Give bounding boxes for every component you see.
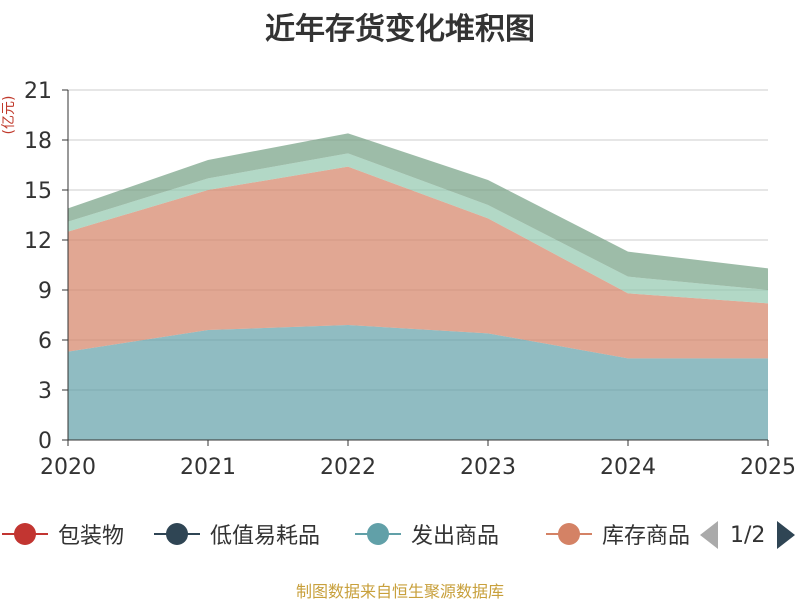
legend-pager: 1/2 — [700, 518, 796, 552]
legend-item[interactable]: 低值易耗品 — [154, 514, 320, 554]
legend-page-indicator: 1/2 — [730, 522, 766, 548]
legend: 包装物 低值易耗品 发出商品 库存商品 — [0, 514, 800, 554]
legend-marker-icon — [355, 520, 401, 548]
y-tick-label: 6 — [38, 329, 52, 354]
area-series-3 — [68, 166, 768, 359]
y-tick-label: 18 — [24, 129, 52, 154]
legend-prev-arrow-icon[interactable] — [700, 521, 718, 549]
legend-label: 低值易耗品 — [210, 524, 321, 549]
y-tick-label: 12 — [24, 229, 52, 254]
legend-item[interactable]: 包装物 — [2, 514, 124, 554]
y-tick-label: 9 — [38, 279, 52, 304]
x-tick-label: 2024 — [600, 455, 656, 480]
legend-label: 包装物 — [58, 524, 125, 549]
y-tick-label: 21 — [24, 79, 52, 104]
legend-label: 发出商品 — [411, 524, 500, 549]
chart-title: 近年存货变化堆积图 — [265, 12, 535, 47]
legend-marker-icon — [154, 520, 200, 548]
y-tick-label: 0 — [38, 429, 52, 454]
y-tick-label: 15 — [24, 179, 52, 204]
area-series-5 — [68, 133, 768, 290]
x-tick-label: 2021 — [180, 455, 236, 480]
legend-label: 库存商品 — [602, 524, 691, 549]
legend-next-arrow-icon[interactable] — [777, 521, 796, 549]
axes: 0 3 6 9 12 15 18 21 2020 2021 2022 2023 2024 2025 — [24, 79, 796, 480]
x-tick-label: 2023 — [460, 455, 516, 480]
legend-marker-icon — [2, 520, 48, 548]
area-series-2 — [68, 325, 768, 440]
area-series — [68, 133, 768, 440]
x-tick-label: 2022 — [320, 455, 376, 480]
x-tick-label: 2020 — [40, 455, 96, 480]
x-tick-label: 2025 — [740, 455, 796, 480]
area-series-4 — [68, 153, 768, 304]
y-tick-label: 3 — [38, 379, 52, 404]
legend-marker-icon — [546, 520, 592, 548]
legend-item[interactable]: 库存商品 — [546, 514, 696, 554]
source-note: 制图数据来自恒生聚源数据库 — [295, 582, 504, 601]
legend-item[interactable]: 发出商品 — [355, 514, 499, 554]
